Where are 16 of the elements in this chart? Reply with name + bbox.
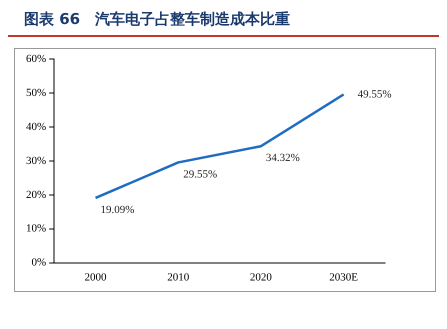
chart-title: 图表 66 汽车电子占整车制造成本比重 — [8, 6, 439, 37]
y-tick-label: 30% — [26, 154, 46, 167]
y-tick-label: 10% — [26, 222, 46, 235]
y-tick-label: 0% — [31, 256, 46, 269]
data-label: 34.32% — [266, 152, 300, 164]
x-tick-label: 2000 — [84, 271, 108, 284]
y-tick-label: 40% — [26, 120, 46, 133]
data-label: 49.55% — [358, 88, 392, 100]
y-tick-label: 20% — [26, 188, 46, 201]
y-tick-label: 60% — [26, 52, 46, 65]
data-label: 29.55% — [183, 168, 218, 180]
x-tick-label: 2030E — [329, 271, 358, 284]
y-tick-label: 50% — [26, 86, 46, 99]
x-tick-label: 2020 — [250, 271, 272, 284]
data-label: 19.09% — [100, 204, 134, 216]
x-tick-label: 2010 — [167, 271, 190, 284]
